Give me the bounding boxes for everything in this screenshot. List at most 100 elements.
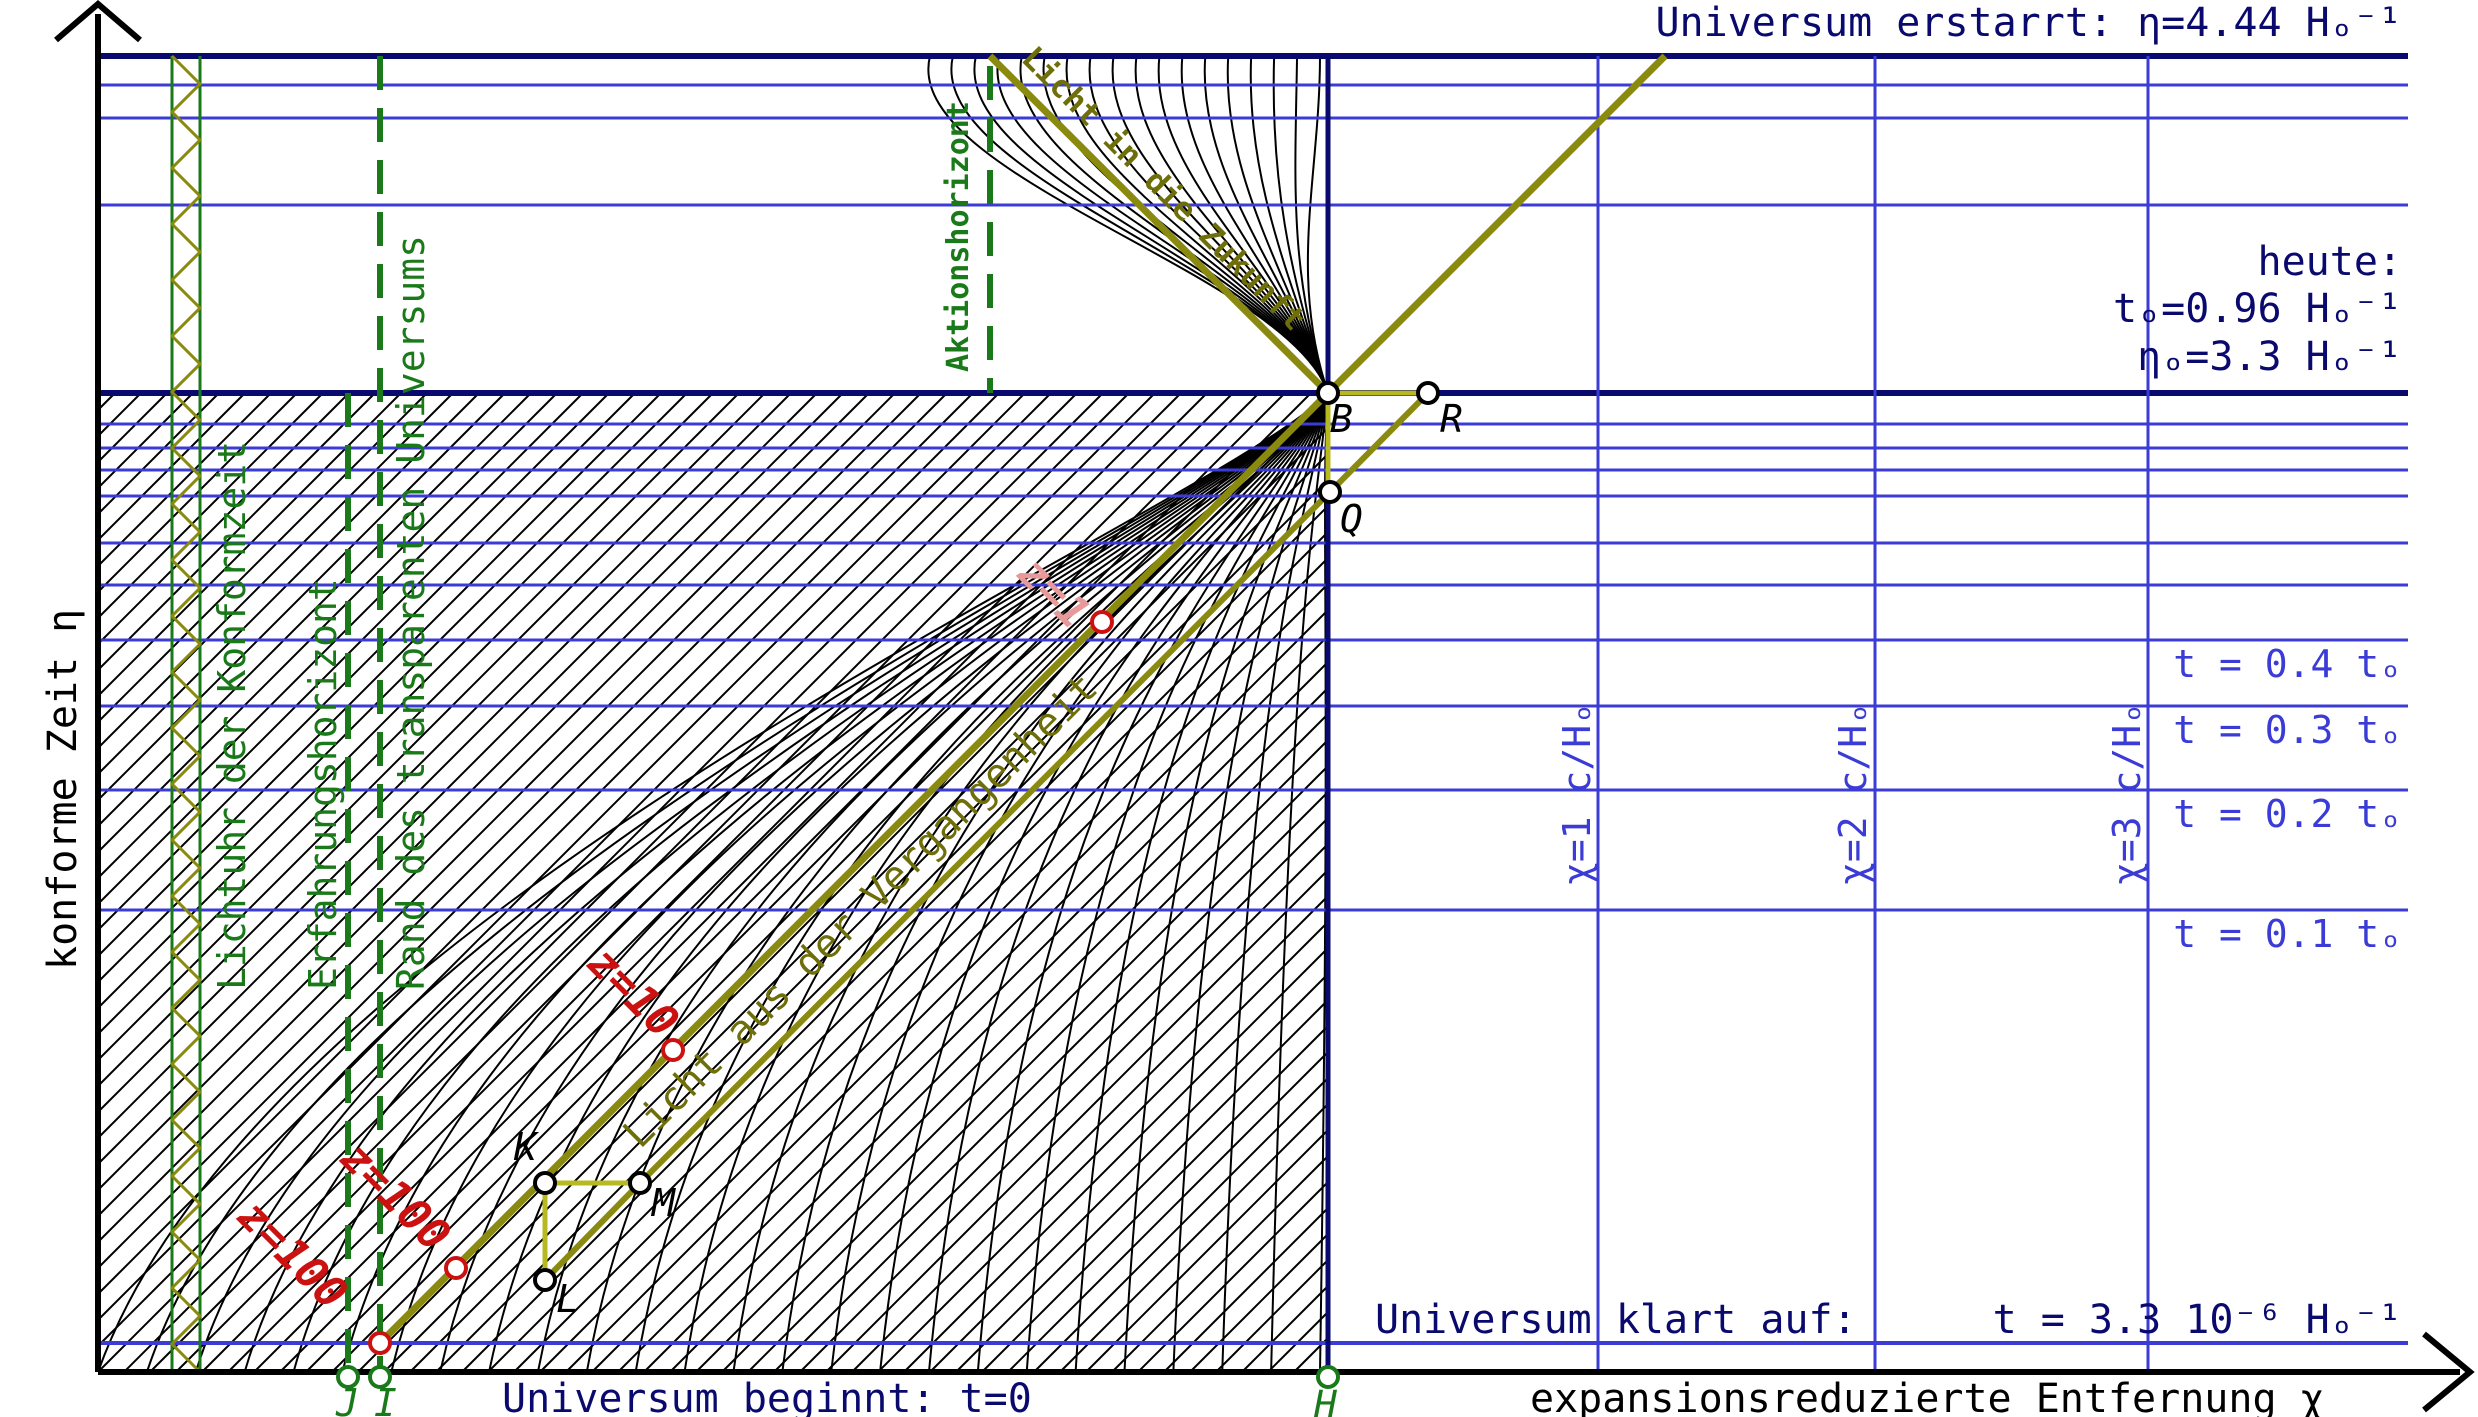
worldline-curve [950,55,1329,394]
worldline-curve [781,392,1329,1373]
worldline-curve [1270,392,1329,1373]
hatch-line [1241,1285,1329,1373]
hatch-line [591,635,1329,1373]
label-universe-clears: Universum klart auf: [1375,1297,1857,1343]
hatch-line [721,765,1329,1373]
worldline-curve [634,392,1329,1373]
worldline-curve [1111,55,1329,394]
hatch-line [97,392,272,567]
hatch-line [1189,1233,1329,1373]
hatch-line [513,557,1329,1373]
future-light-ray-right [1325,53,1668,396]
worldline-curve [1226,55,1329,394]
worldline-curve [390,392,1329,1373]
worldline-curve [292,392,1329,1373]
point-z100b [368,1331,392,1355]
light-ray-R-Q [1327,390,1431,495]
worldline-curve [1088,55,1329,394]
label-light-clock: Lichtuhr der Konformzeit [210,441,254,990]
y-axis-label: konforme Zeit η [40,609,86,970]
hatch-line [97,392,844,1139]
worldline-curve [536,392,1329,1373]
light-ray-M [542,1180,643,1283]
time-grid-lines [98,53,2408,1345]
label-K: K [513,1125,540,1169]
hatch-line [97,392,194,489]
hatch-line [305,392,1286,1373]
hatch-line [669,713,1329,1373]
worldline-curve [1306,55,1329,394]
label-today: heute: [2258,239,2403,285]
label-today-t0: tₒ=0.96 Hₒ⁻¹ [2113,286,2402,332]
hatch-line [435,479,1329,1373]
point-z1 [1090,610,1114,634]
hatch-line [97,392,818,1113]
point-M [628,1171,652,1195]
hatch-line [617,661,1329,1373]
worldline-curve [439,392,1329,1373]
light-clock [169,54,203,1374]
hatch-line [97,392,766,1061]
hatch-line [97,392,350,645]
label-t02: t = 0.2 tₒ [2173,792,2402,836]
hatch-line [1137,1181,1329,1373]
label-t03: t = 0.3 tₒ [2173,708,2402,752]
hatch-line [97,392,740,1035]
label-today-eta0: ηₒ=3.3 Hₒ⁻¹ [2137,334,2402,380]
hatch-line [97,392,324,619]
hatch-line [643,687,1329,1373]
hatch-line [903,947,1329,1373]
worldline-curve [1019,55,1329,394]
hatch-line [97,392,948,1243]
label-t04: t = 0.4 tₒ [2173,642,2402,686]
worldline-curve [97,392,1329,1373]
galaxy-worldline-curves [97,55,1329,1373]
label-action-horizon: Aktionshorizont [941,101,976,372]
worldline-curve [1157,55,1329,394]
hatch-line [565,609,1329,1373]
hatch-line [97,392,506,801]
future-light-ray [987,53,1331,396]
x-axis-arrow [2422,1331,2475,1413]
hatch-line [851,895,1329,1373]
label-t01: t = 0.1 tₒ [2173,912,2402,956]
worldline-curve [1065,55,1329,394]
label-chi2: χ=2 c/Hₒ [1831,702,1875,885]
hatch-line [97,392,142,437]
hatch-line [1059,1103,1329,1373]
hatch-line [955,999,1329,1373]
worldline-curve [243,392,1329,1373]
label-J: J [335,1381,359,1417]
worldline-curve [145,392,1329,1373]
worldline-curve [732,392,1329,1373]
label-B: B [1330,397,1353,441]
axes [54,0,2475,1413]
label-H: H [1313,1383,1338,1417]
hatch-line [357,401,1329,1373]
hatch-line [97,392,662,957]
point-J [336,1365,360,1389]
worldline-curve [1203,55,1329,394]
point-H [1316,1365,1340,1389]
hatch-line [253,392,1234,1373]
worldline-curve [973,55,1329,394]
light-clock-zigzag [169,54,203,1374]
label-Q: Q [1340,497,1363,541]
hatch-line [877,921,1329,1373]
hatch-line [97,392,870,1165]
horizons [345,56,993,1372]
label-chi1: χ=1 c/Hₒ [1555,702,1599,885]
hatch-line [97,392,688,983]
points [336,381,1440,1389]
hatch-line [1163,1207,1329,1373]
point-z100a [444,1256,468,1280]
label-clearing-time: t = 3.3 10⁻⁶ Hₒ⁻¹ [1993,1297,2402,1343]
worldline-curve [1134,55,1329,394]
label-universe-frozen: Universum erstarrt: η=4.44 Hₒ⁻¹ [1655,0,2402,46]
worldline-curve [1025,392,1329,1373]
hatch-line [227,392,1208,1373]
hatch-line [97,392,584,879]
hatch-line [1111,1155,1329,1373]
point-I [368,1365,392,1389]
